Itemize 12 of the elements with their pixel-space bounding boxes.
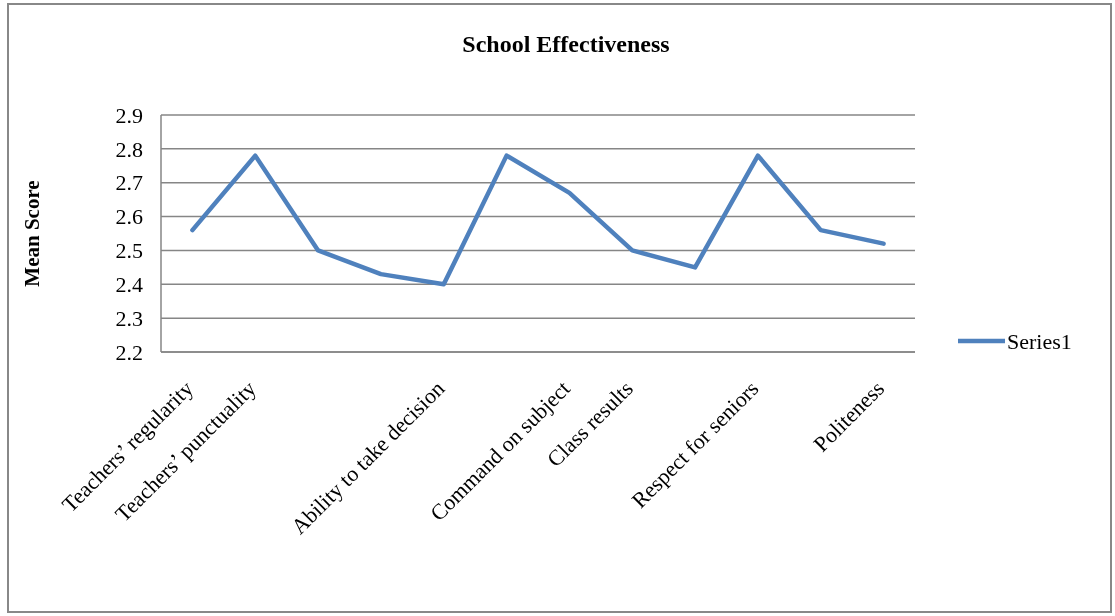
y-tick-label: 2.4: [115, 271, 143, 297]
y-tick-label: 2.7: [115, 170, 143, 196]
y-tick-label: 2.5: [115, 238, 143, 264]
y-tick-label: 2.2: [115, 339, 143, 365]
chart-title: School Effectiveness: [462, 31, 670, 57]
y-tick-label: 2.6: [115, 204, 143, 230]
y-tick-label: 2.8: [115, 136, 143, 162]
y-tick-label: 2.3: [115, 305, 143, 331]
y-axis-title: Mean Score: [20, 180, 44, 287]
y-tick-label: 2.9: [115, 102, 143, 128]
line-series: [190, 153, 886, 287]
legend-label: Series1: [1007, 328, 1072, 354]
